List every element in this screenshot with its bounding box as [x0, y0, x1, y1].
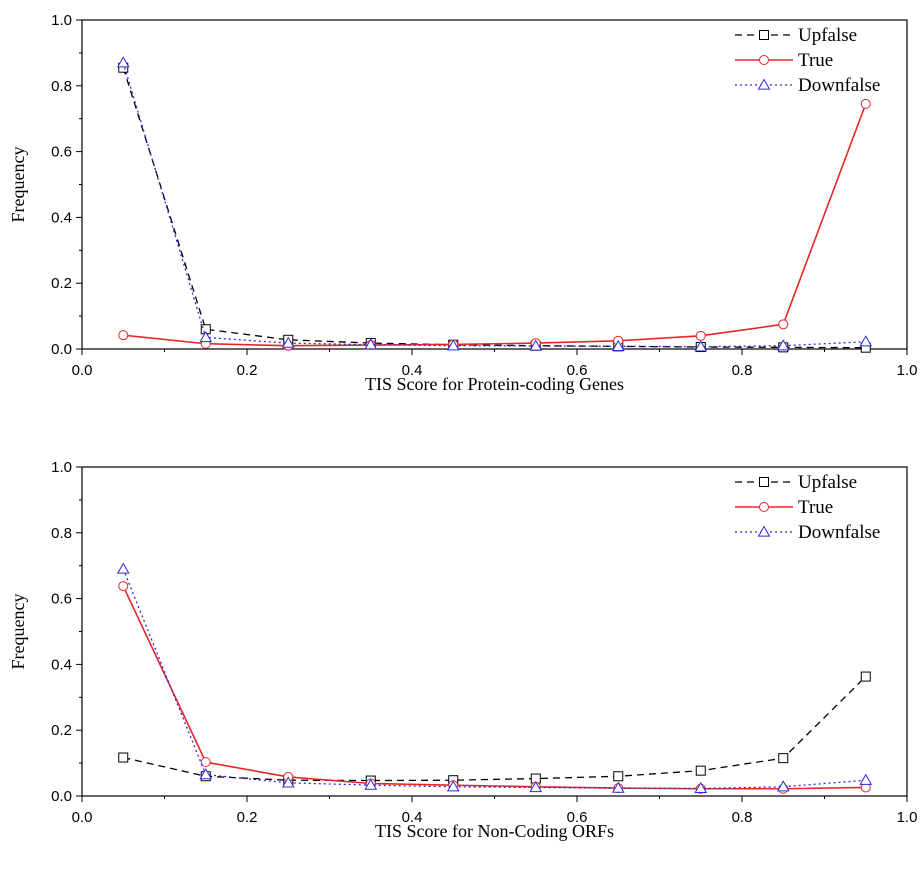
- y-tick-label: 0.6: [51, 591, 72, 608]
- series-line-true: [123, 103, 867, 347]
- series-upfalse: [118, 671, 871, 786]
- series-downfalse: [116, 56, 873, 352]
- series-upfalse: [118, 62, 871, 353]
- data-point-downfalse: [364, 338, 378, 350]
- data-point-downfalse: [199, 330, 213, 343]
- data-point-downfalse: [694, 781, 708, 794]
- data-point-upfalse: [613, 771, 624, 782]
- data-point-true: [860, 98, 871, 109]
- legend-marker-true: [759, 502, 769, 512]
- legend-marker-downfalse: [757, 525, 771, 537]
- legend-label-downfalse: Downfalse: [798, 75, 880, 96]
- y-tick-label: 0.8: [51, 525, 72, 542]
- x-tick-label: 1.0: [897, 362, 918, 379]
- y-axis-title: Frequency: [8, 147, 28, 223]
- data-point-upfalse: [118, 752, 129, 763]
- data-point-downfalse: [776, 780, 790, 792]
- legend-label-true: True: [798, 50, 833, 71]
- data-point-downfalse: [529, 780, 543, 793]
- y-tick-label: 0.4: [51, 209, 72, 226]
- y-tick-label: 0.2: [51, 275, 72, 292]
- x-tick-label: 1.0: [897, 809, 918, 826]
- data-point-downfalse: [116, 56, 130, 68]
- legend-marker-downfalse: [757, 78, 771, 90]
- legend-label-downfalse: Downfalse: [798, 522, 880, 543]
- series-line-downfalse: [122, 62, 866, 348]
- x-axis-title: TIS Score for Protein-coding Genes: [365, 374, 624, 394]
- series-true: [118, 98, 871, 351]
- legend-marker-true: [759, 55, 769, 65]
- y-tick-label: 0.0: [51, 788, 72, 805]
- x-tick-label: 0.0: [72, 809, 93, 826]
- legend-marker-upfalse: [759, 477, 769, 487]
- series-line-upfalse: [122, 67, 866, 349]
- legend-label-true: True: [798, 497, 833, 518]
- data-point-upfalse: [860, 671, 871, 682]
- x-tick-label: 0.8: [732, 362, 753, 379]
- x-tick-label: 0.0: [72, 362, 93, 379]
- data-point-downfalse: [611, 781, 625, 793]
- x-tick-label: 0.6: [567, 362, 588, 379]
- chart-panel-2: 0.0 0.2 0.4 0.6 0.8 1.0 0.0 0.2 0.4 0.6 0.8 1.0 TIS …: [8, 459, 917, 841]
- y-tick-label: 0.8: [51, 78, 72, 95]
- x-axis-title: TIS Score for Non-Coding ORFs: [375, 821, 614, 841]
- data-point-downfalse: [364, 778, 378, 790]
- legend: Upfalse True Downfalse: [735, 472, 880, 543]
- series-line-true: [122, 585, 866, 790]
- x-tick-label: 0.2: [237, 362, 258, 379]
- y-tick-label: 0.2: [51, 722, 72, 739]
- data-point-downfalse: [281, 336, 295, 348]
- data-point-true: [118, 330, 129, 341]
- x-tick-label: 0.4: [402, 809, 423, 826]
- data-point-downfalse: [116, 562, 130, 574]
- y-axis-title: Frequency: [8, 594, 28, 670]
- y-tick-label: 0.6: [51, 144, 72, 161]
- data-point-downfalse: [859, 773, 873, 785]
- data-point-true: [695, 330, 706, 341]
- y-tick-label: 1.0: [51, 459, 72, 476]
- series-downfalse: [116, 562, 873, 794]
- legend: Upfalse True Downfalse: [735, 25, 880, 96]
- y-tick-label: 1.0: [51, 12, 72, 29]
- data-point-true: [118, 581, 129, 592]
- data-point-downfalse: [611, 339, 625, 351]
- x-tick-label: 0.2: [237, 809, 258, 826]
- data-point-upfalse: [695, 765, 706, 776]
- data-point-upfalse: [778, 753, 789, 764]
- data-point-downfalse: [281, 776, 295, 788]
- legend-label-upfalse: Upfalse: [798, 472, 857, 493]
- data-point-downfalse: [694, 340, 708, 352]
- data-point-downfalse: [859, 335, 873, 347]
- x-tick-label: 0.4: [402, 362, 423, 379]
- legend-marker-upfalse: [759, 30, 769, 40]
- data-point-downfalse: [199, 768, 213, 780]
- y-tick-label: 0.0: [51, 341, 72, 358]
- chart-panel-1: 0.0 0.2 0.4 0.6 0.8 1.0 0.0 0.2 0.4 0.6 0.8 1.0 TIS …: [8, 12, 917, 394]
- series-line-downfalse: [122, 568, 866, 790]
- series-line-upfalse: [123, 676, 867, 782]
- y-tick-label: 0.4: [51, 656, 72, 673]
- x-tick-label: 0.8: [732, 809, 753, 826]
- data-point-true: [778, 319, 789, 330]
- data-point-true: [200, 757, 211, 768]
- legend-label-upfalse: Upfalse: [798, 25, 857, 46]
- plot-frame: [81, 19, 908, 350]
- x-tick-label: 0.6: [567, 809, 588, 826]
- plot-frame: [81, 466, 908, 797]
- data-point-downfalse: [776, 339, 790, 351]
- data-point-downfalse: [446, 339, 460, 351]
- data-point-downfalse: [446, 780, 460, 792]
- data-point-downfalse: [529, 339, 543, 351]
